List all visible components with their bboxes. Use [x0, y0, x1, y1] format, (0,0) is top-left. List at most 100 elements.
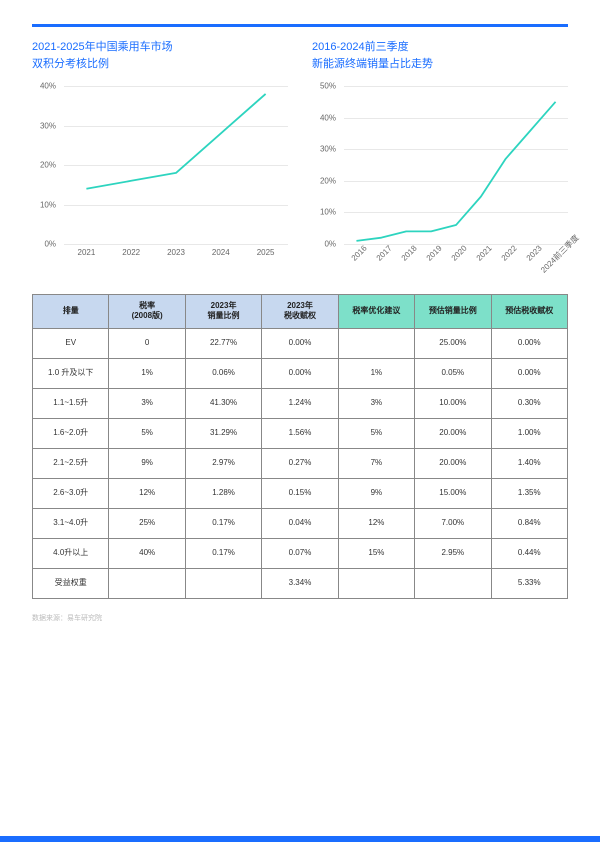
table-cell: 3%: [109, 388, 185, 418]
table-cell: 22.77%: [185, 328, 261, 358]
table-cell: 12%: [338, 508, 414, 538]
x-tick-label: 2025: [257, 248, 275, 257]
y-tick-label: 0%: [324, 240, 336, 249]
table-cell: 3.34%: [262, 568, 338, 598]
table-cell: 31.29%: [185, 418, 261, 448]
table-cell: 15%: [338, 538, 414, 568]
table-cell: [415, 568, 491, 598]
chart-left-line: [64, 86, 288, 244]
table-cell: 2.6~3.0升: [33, 478, 109, 508]
table-cell: 1.56%: [262, 418, 338, 448]
table-header-cell: 税率优化建议: [338, 295, 414, 329]
charts-row: 2021-2025年中国乘用车市场 双积分考核比例 0%10%20%30%40%…: [32, 39, 568, 266]
chart-right-plot: [344, 86, 568, 244]
table-cell: 1.40%: [491, 448, 567, 478]
table-cell: [338, 568, 414, 598]
table-cell: 25.00%: [415, 328, 491, 358]
table-cell: 1.35%: [491, 478, 567, 508]
table-row: 受益权重 3.34% 5.33%: [33, 568, 568, 598]
table-cell: 0.15%: [262, 478, 338, 508]
table-row: 1.6~2.0升5%31.29%1.56%5%20.00%1.00%: [33, 418, 568, 448]
table-cell: 7%: [338, 448, 414, 478]
table-row: EV022.77%0.00%25.00%0.00%: [33, 328, 568, 358]
table-header-cell: 2023年 销量比例: [185, 295, 261, 329]
accent-bar: [32, 24, 568, 27]
chart-line-path: [356, 102, 555, 241]
y-tick-label: 10%: [40, 200, 56, 209]
table-cell: 0.44%: [491, 538, 567, 568]
table-cell: 0.04%: [262, 508, 338, 538]
chart-line-path: [86, 94, 265, 189]
y-tick-label: 10%: [320, 208, 336, 217]
y-tick-label: 40%: [40, 82, 56, 91]
table-cell: 0.27%: [262, 448, 338, 478]
chart-right-area: 0%10%20%30%40%50% 2016201720182019202020…: [312, 86, 568, 266]
table-cell: 25%: [109, 508, 185, 538]
table-cell: 3.1~4.0升: [33, 508, 109, 538]
chart-left-area: 0%10%20%30%40% 20212022202320242025: [32, 86, 288, 266]
table-cell: 12%: [109, 478, 185, 508]
table-cell: [109, 568, 185, 598]
table-header-cell: 税率 (2008版): [109, 295, 185, 329]
table-cell: 5%: [338, 418, 414, 448]
data-table: 排量税率 (2008版)2023年 销量比例2023年 税收赋权税率优化建议预估…: [32, 294, 568, 599]
table-cell: 0.00%: [262, 328, 338, 358]
table-cell: 0: [109, 328, 185, 358]
table-cell: 1.1~1.5升: [33, 388, 109, 418]
table-header-cell: 2023年 税收赋权: [262, 295, 338, 329]
table-cell: 15.00%: [415, 478, 491, 508]
table-cell: 0.00%: [491, 328, 567, 358]
table-header-cell: 预估税收赋权: [491, 295, 567, 329]
table-header-cell: 预估销量比例: [415, 295, 491, 329]
table-cell: 9%: [109, 448, 185, 478]
y-tick-label: 20%: [320, 176, 336, 185]
table-cell: 0.30%: [491, 388, 567, 418]
table-cell: 0.07%: [262, 538, 338, 568]
chart-right: 2016-2024前三季度 新能源终端销量占比走势 0%10%20%30%40%…: [312, 39, 568, 266]
chart-right-yticks: 0%10%20%30%40%50%: [312, 86, 340, 244]
x-tick-label: 2023: [167, 248, 185, 257]
table-cell: 5.33%: [491, 568, 567, 598]
x-tick-label: 2019: [425, 244, 444, 263]
table-cell: 2.97%: [185, 448, 261, 478]
table-cell: EV: [33, 328, 109, 358]
table-cell: 受益权重: [33, 568, 109, 598]
x-tick-label: 2018: [400, 244, 419, 263]
chart-left-title: 2021-2025年中国乘用车市场 双积分考核比例: [32, 39, 288, 72]
table-head: 排量税率 (2008版)2023年 销量比例2023年 税收赋权税率优化建议预估…: [33, 295, 568, 329]
table-cell: 2.1~2.5升: [33, 448, 109, 478]
chart-right-title: 2016-2024前三季度 新能源终端销量占比走势: [312, 39, 568, 72]
y-tick-label: 30%: [40, 121, 56, 130]
y-tick-label: 50%: [320, 82, 336, 91]
table-row: 3.1~4.0升25%0.17%0.04%12%7.00%0.84%: [33, 508, 568, 538]
table-cell: 40%: [109, 538, 185, 568]
chart-left: 2021-2025年中国乘用车市场 双积分考核比例 0%10%20%30%40%…: [32, 39, 288, 266]
chart-right-xticks: 201620172018201920202021202220232024前三季度: [344, 244, 568, 266]
table-cell: 9%: [338, 478, 414, 508]
table-cell: 1.28%: [185, 478, 261, 508]
x-tick-label: 2020: [450, 244, 469, 263]
table-row: 1.1~1.5升3%41.30%1.24%3%10.00%0.30%: [33, 388, 568, 418]
table-cell: 1%: [338, 358, 414, 388]
y-tick-label: 30%: [320, 145, 336, 154]
chart-left-yticks: 0%10%20%30%40%: [32, 86, 60, 244]
table-cell: [185, 568, 261, 598]
page-footer-bar: [0, 836, 600, 842]
x-tick-label: 2021: [475, 244, 494, 263]
y-tick-label: 0%: [44, 240, 56, 249]
table-cell: 20.00%: [415, 448, 491, 478]
table-cell: 1.00%: [491, 418, 567, 448]
table-row: 2.6~3.0升12%1.28%0.15%9%15.00%1.35%: [33, 478, 568, 508]
chart-right-line: [344, 86, 568, 244]
table-cell: 0.06%: [185, 358, 261, 388]
table-cell: 1%: [109, 358, 185, 388]
x-tick-label: 2021: [77, 248, 95, 257]
table-cell: 7.00%: [415, 508, 491, 538]
table-cell: 1.24%: [262, 388, 338, 418]
table-cell: 10.00%: [415, 388, 491, 418]
table-cell: 1.6~2.0升: [33, 418, 109, 448]
x-tick-label: 2022: [122, 248, 140, 257]
table-cell: 0.00%: [262, 358, 338, 388]
table-header-cell: 排量: [33, 295, 109, 329]
table-cell: 3%: [338, 388, 414, 418]
